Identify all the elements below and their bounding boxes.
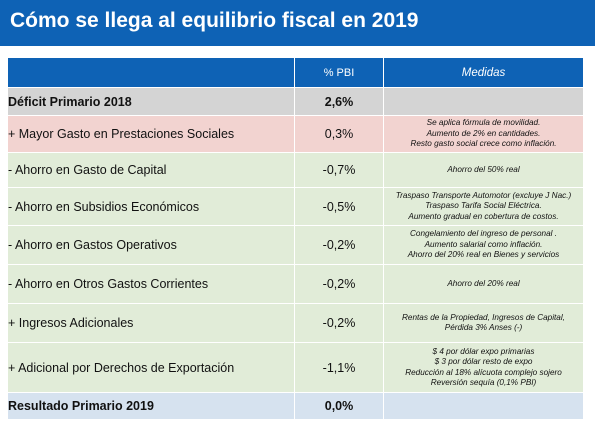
row-pbi: 2,6% (294, 87, 384, 116)
table-row: + Mayor Gasto en Prestaciones Sociales 0… (7, 115, 584, 153)
row-medidas: Congelamiento del ingreso de personal . … (383, 225, 584, 265)
fiscal-table: % PBI Medidas Déficit Primario 2018 2,6%… (7, 57, 584, 420)
table-row: Déficit Primario 2018 2,6% (7, 87, 584, 116)
row-concept: - Ahorro en Subsidios Económicos (7, 187, 295, 226)
table-row: - Ahorro en Subsidios Económicos -0,5% T… (7, 187, 584, 226)
row-pbi: -0,2% (294, 303, 384, 343)
medida-line: Congelamiento del ingreso de personal . (409, 229, 557, 239)
row-concept: + Adicional por Derechos de Exportación (7, 342, 295, 393)
medida-line: Traspaso Tarifa Social Eléctrica. (425, 201, 542, 211)
row-concept: - Ahorro en Gastos Operativos (7, 225, 295, 265)
medida-line: $ 3 por dólar resto de expo (434, 357, 533, 366)
medida-line: Reducción al 18% alícuota complejo sojer… (405, 367, 562, 377)
table-row: + Ingresos Adicionales -0,2% Rentas de l… (7, 303, 584, 343)
title-bar: Cómo se llega al equilibrio fiscal en 20… (0, 0, 595, 46)
table-row: + Adicional por Derechos de Exportación … (7, 342, 584, 393)
row-medidas (383, 392, 584, 420)
medida-line: Pérdida 3% Anses (-) (444, 323, 523, 332)
medida-line: Reversión sequía (0,1% PBI) (430, 378, 537, 387)
row-pbi: -1,1% (294, 342, 384, 393)
row-pbi: 0,0% (294, 392, 384, 420)
row-medidas (383, 87, 584, 116)
row-concept: Resultado Primario 2019 (7, 392, 295, 420)
medida-line: Ahorro del 20% real en Bienes y servicio… (407, 250, 560, 260)
medida-line: Ahorro del 20% real (447, 278, 520, 288)
table-row: Resultado Primario 2019 0,0% (7, 392, 584, 420)
row-medidas: Rentas de la Propiedad, Ingresos de Capi… (383, 303, 584, 343)
header-pbi: % PBI (294, 57, 384, 88)
row-concept: - Ahorro en Gasto de Capital (7, 152, 295, 188)
row-concept: - Ahorro en Otros Gastos Corrientes (7, 264, 295, 304)
table-row: - Ahorro en Otros Gastos Corrientes -0,2… (7, 264, 584, 304)
row-pbi: -0,2% (294, 225, 384, 265)
medida-line: Ahorro del 50% real (447, 164, 520, 174)
medida-line: Aumento gradual en cobertura de costos. (408, 211, 559, 221)
row-medidas: Traspaso Transporte Automotor (excluye J… (383, 187, 584, 226)
row-medidas: Ahorro del 50% real (383, 152, 584, 188)
table-row: - Ahorro en Gastos Operativos -0,2% Cong… (7, 225, 584, 265)
table-row: - Ahorro en Gasto de Capital -0,7% Ahorr… (7, 152, 584, 188)
row-concept: + Mayor Gasto en Prestaciones Sociales (7, 115, 295, 153)
header-concept (7, 57, 295, 88)
header-medidas: Medidas (383, 57, 584, 88)
row-pbi: -0,7% (294, 152, 384, 188)
row-concept: Déficit Primario 2018 (7, 87, 295, 116)
row-medidas: $ 4 por dólar expo primarias $ 3 por dól… (383, 342, 584, 393)
page-title: Cómo se llega al equilibrio fiscal en 20… (10, 9, 419, 32)
row-medidas: Se aplica fórmula de movilidad. Aumento … (383, 115, 584, 153)
row-pbi: -0,2% (294, 264, 384, 304)
row-medidas: Ahorro del 20% real (383, 264, 584, 304)
medida-line: Rentas de la Propiedad, Ingresos de Capi… (402, 312, 565, 322)
row-concept: + Ingresos Adicionales (7, 303, 295, 343)
medida-line: $ 4 por dólar expo primarias (432, 346, 535, 356)
medida-line: Traspaso Transporte Automotor (excluye J… (395, 190, 572, 200)
medida-line: Aumento de 2% en cantidades. (426, 128, 541, 138)
table-header-row: % PBI Medidas (7, 57, 584, 88)
medida-line: Aumento salarial como inflación. (424, 239, 543, 249)
medida-line: Resto gasto social crece como inflación. (410, 139, 557, 149)
row-pbi: 0,3% (294, 115, 384, 153)
row-pbi: -0,5% (294, 187, 384, 226)
medida-line: Se aplica fórmula de movilidad. (426, 118, 541, 128)
